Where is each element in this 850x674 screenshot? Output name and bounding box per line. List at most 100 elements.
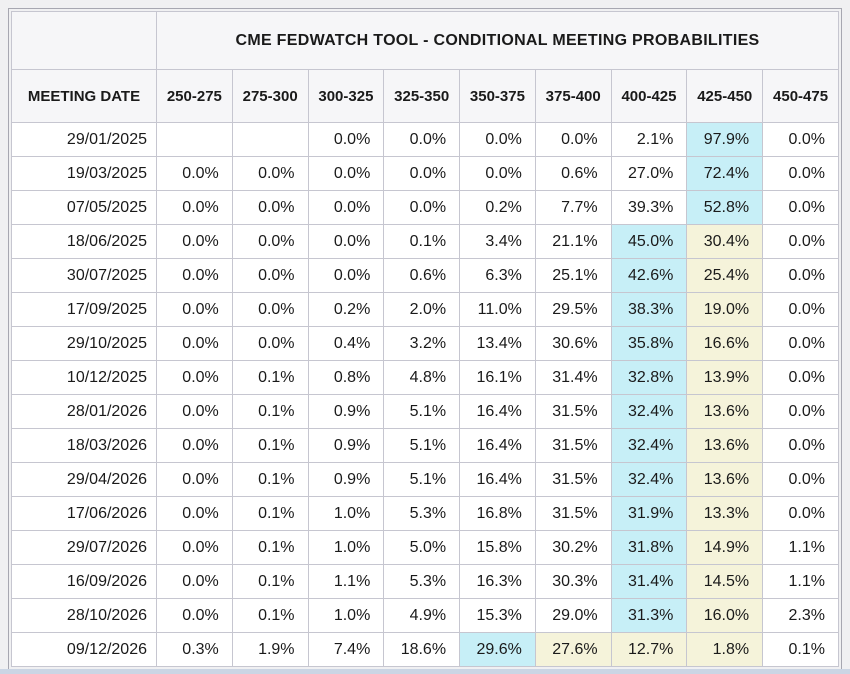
probability-cell: 5.1% — [383, 428, 461, 463]
probability-cell: 0.1% — [762, 632, 839, 667]
probability-cell: 25.1% — [534, 258, 612, 293]
probability-cell: 30.6% — [534, 326, 612, 361]
probability-cell: 0.0% — [534, 122, 612, 157]
probability-cell-highest: 38.3% — [610, 292, 688, 327]
probability-cell-highest: 32.4% — [610, 394, 688, 429]
probability-cell: 39.3% — [610, 190, 688, 225]
probability-cell-second: 19.0% — [686, 292, 764, 327]
rate-range-header: 450-475 — [762, 69, 839, 123]
meeting-date-cell: 10/12/2025 — [11, 360, 157, 395]
probability-cell: 16.8% — [459, 496, 536, 531]
probability-cell — [156, 122, 233, 157]
probability-row: 28/01/2026 0.0% 0.1% 0.9% 5.1% 16.4% 31.5% 32.4… — [11, 394, 839, 429]
probability-cell: 0.0% — [762, 292, 839, 327]
probability-cell: 0.0% — [459, 122, 536, 157]
probability-cell: 2.1% — [610, 122, 688, 157]
probability-cell: 16.4% — [459, 394, 536, 429]
probability-cell: 5.1% — [383, 462, 461, 497]
probability-cell: 4.9% — [383, 598, 461, 633]
probability-row: 19/03/2025 0.0% 0.0% 0.0% 0.0% 0.0% 0.6% 27.0% 7… — [11, 156, 839, 191]
probability-cell: 29.0% — [534, 598, 612, 633]
probability-cell: 0.1% — [231, 530, 309, 565]
probability-row: 10/12/2025 0.0% 0.1% 0.8% 4.8% 16.1% 31.4% 32.8… — [11, 360, 839, 395]
probability-cell: 0.0% — [383, 190, 461, 225]
probability-cell-highest: 29.6% — [459, 632, 536, 667]
probability-cell: 0.0% — [307, 224, 385, 259]
probability-cell: 1.0% — [307, 496, 385, 531]
probability-cell: 18.6% — [383, 632, 461, 667]
table-title: CME FEDWATCH TOOL - CONDITIONAL MEETING … — [156, 11, 839, 70]
probability-cell: 16.4% — [459, 428, 536, 463]
probability-cell: 0.0% — [156, 428, 233, 463]
probability-cell: 0.8% — [307, 360, 385, 395]
probability-row: 29/10/2025 0.0% 0.0% 0.4% 3.2% 13.4% 30.6% 35.8… — [11, 326, 839, 361]
probability-cell: 0.0% — [762, 496, 839, 531]
probability-cell-highest: 31.3% — [610, 598, 688, 633]
rate-range-header: 250-275 — [156, 69, 233, 123]
probability-cell-second: 12.7% — [610, 632, 688, 667]
probability-cell: 0.1% — [231, 462, 309, 497]
probability-cell: 1.0% — [307, 530, 385, 565]
meeting-date-cell: 30/07/2025 — [11, 258, 157, 293]
probability-cell: 0.0% — [156, 360, 233, 395]
probability-cell: 0.3% — [156, 632, 233, 667]
probability-cell-second: 13.9% — [686, 360, 764, 395]
probability-cell: 2.3% — [762, 598, 839, 633]
probability-cell-second: 14.9% — [686, 530, 764, 565]
bottom-strip — [0, 669, 850, 674]
probability-cell: 0.0% — [762, 190, 839, 225]
rate-range-header: 300-325 — [307, 69, 385, 123]
meeting-date-cell: 29/07/2026 — [11, 530, 157, 565]
probability-cell: 0.0% — [762, 224, 839, 259]
probability-cell: 0.0% — [156, 326, 233, 361]
probability-cell: 2.0% — [383, 292, 461, 327]
probability-cell: 0.0% — [307, 190, 385, 225]
rate-range-header: 325-350 — [383, 69, 461, 123]
probability-cell: 0.0% — [156, 462, 233, 497]
probability-cell: 31.5% — [534, 462, 612, 497]
probability-cell-second: 13.3% — [686, 496, 764, 531]
probability-cell-highest: 32.8% — [610, 360, 688, 395]
probability-cell: 0.0% — [383, 156, 461, 191]
probability-cell: 0.0% — [231, 326, 309, 361]
probability-cell-highest: 72.4% — [686, 156, 764, 191]
probability-cell-second: 27.6% — [534, 632, 612, 667]
probability-cell: 31.5% — [534, 394, 612, 429]
fedwatch-table-frame: CME FEDWATCH TOOL - CONDITIONAL MEETING … — [8, 8, 842, 670]
probability-cell: 29.5% — [534, 292, 612, 327]
probability-row: 28/10/2026 0.0% 0.1% 1.0% 4.9% 15.3% 29.0% 31.3… — [11, 598, 839, 633]
probability-cell: 0.0% — [156, 564, 233, 599]
probability-cell: 13.4% — [459, 326, 536, 361]
probability-row: 18/03/2026 0.0% 0.1% 0.9% 5.1% 16.4% 31.5% 32.4… — [11, 428, 839, 463]
header-row: MEETING DATE 250-275 275-300 300-325 325-35… — [11, 69, 839, 123]
probability-cell: 0.6% — [383, 258, 461, 293]
probability-cell: 0.0% — [156, 156, 233, 191]
probability-cell: 5.3% — [383, 564, 461, 599]
probability-row: 29/01/2025 0.0% 0.0% 0.0% 0.0% 2.1% 97.9% 0.0% — [11, 122, 839, 157]
probability-cell: 0.1% — [231, 394, 309, 429]
probability-cell: 0.0% — [156, 530, 233, 565]
probability-row: 18/06/2025 0.0% 0.0% 0.0% 0.1% 3.4% 21.1% 45.0%… — [11, 224, 839, 259]
meeting-date-cell: 29/10/2025 — [11, 326, 157, 361]
probability-cell: 5.0% — [383, 530, 461, 565]
probability-cell: 0.0% — [762, 428, 839, 463]
probability-cell: 0.0% — [231, 190, 309, 225]
probability-cell: 1.1% — [762, 564, 839, 599]
probability-cell: 0.1% — [231, 564, 309, 599]
rate-range-header: 275-300 — [231, 69, 309, 123]
probability-cell: 0.0% — [156, 190, 233, 225]
probability-cell: 0.0% — [156, 496, 233, 531]
probability-cell: 3.4% — [459, 224, 536, 259]
probability-cell: 0.0% — [762, 394, 839, 429]
rate-range-header: 400-425 — [610, 69, 688, 123]
probability-rows: 29/01/2025 0.0% 0.0% 0.0% 0.0% 2.1% 97.9% 0.0% 1… — [11, 122, 839, 667]
probability-cell: 1.0% — [307, 598, 385, 633]
probability-cell-highest: 42.6% — [610, 258, 688, 293]
probability-cell: 0.0% — [762, 122, 839, 157]
probability-cell: 0.1% — [383, 224, 461, 259]
probability-cell: 0.1% — [231, 428, 309, 463]
probability-row: 29/04/2026 0.0% 0.1% 0.9% 5.1% 16.4% 31.5% 32.4… — [11, 462, 839, 497]
probability-cell: 0.6% — [534, 156, 612, 191]
probability-row: 17/06/2026 0.0% 0.1% 1.0% 5.3% 16.8% 31.5% 31.9… — [11, 496, 839, 531]
probability-cell: 1.1% — [762, 530, 839, 565]
